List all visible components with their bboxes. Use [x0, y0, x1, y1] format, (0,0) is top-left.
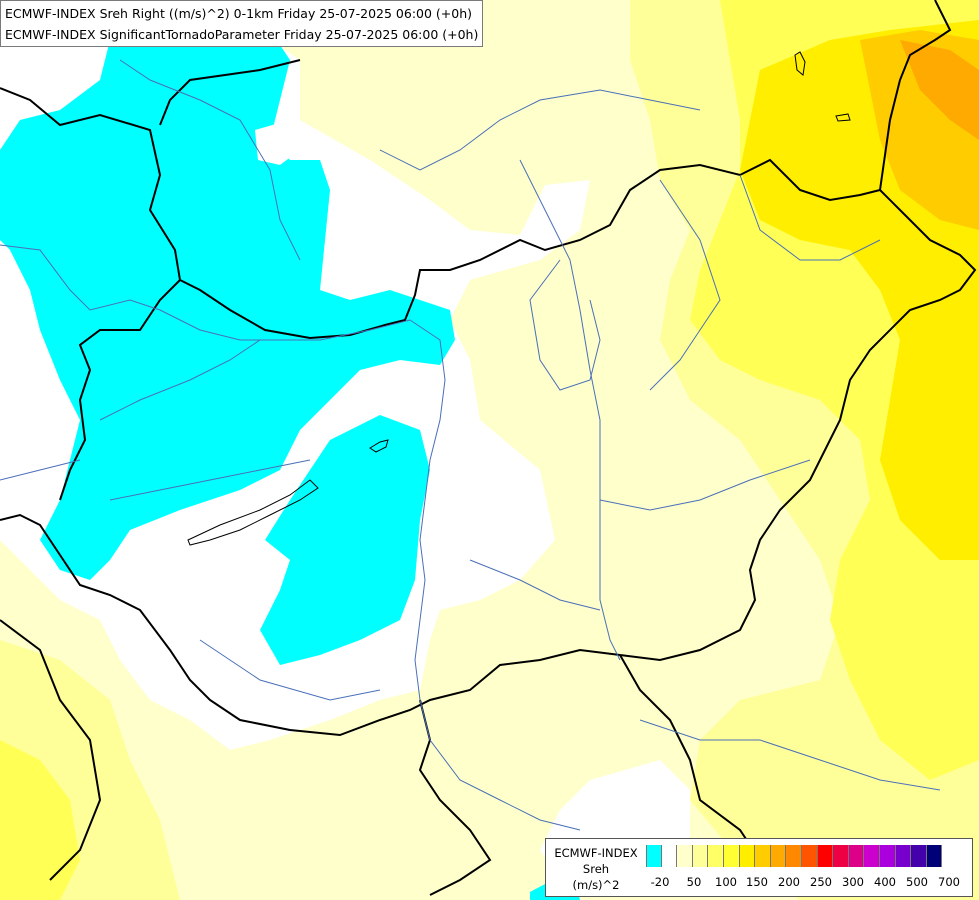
sreh-negative-region [0, 30, 455, 580]
sreh-100-region [0, 740, 80, 900]
river-line [0, 244, 581, 831]
river-line [109, 459, 311, 501]
legend-tick-label: 300 [842, 875, 864, 889]
sreh-negative-region [260, 415, 430, 665]
legend-tick-label: 50 [686, 875, 702, 889]
legend-swatch [817, 845, 834, 867]
river-line [519, 159, 621, 661]
legend-swatch [708, 845, 724, 867]
legend-swatch [848, 845, 865, 867]
border-line [59, 279, 181, 501]
legend-swatch [786, 845, 802, 867]
legend-swatch [661, 845, 678, 867]
legend-tick-labels: -20 50 100 150 200 250 300 400 500 700 [646, 875, 966, 891]
legend-tick-label: 100 [715, 875, 737, 889]
legend-tick-label: 700 [938, 875, 960, 889]
lake-small [835, 113, 851, 122]
river-line [739, 174, 881, 261]
border-line [418, 699, 492, 896]
legend-swatch [739, 845, 756, 867]
sreh-250-region [900, 40, 979, 140]
river-line [469, 559, 601, 611]
river-line [199, 639, 381, 701]
legend-swatch [692, 845, 709, 867]
border-line [159, 59, 301, 126]
river-line [0, 459, 81, 481]
legend-swatch [723, 845, 740, 867]
legend-swatch [646, 845, 662, 867]
legend-tick-label: 200 [778, 875, 800, 889]
legend-swatch [926, 845, 943, 867]
legend-tick-label: 250 [810, 875, 832, 889]
river-line [99, 339, 261, 421]
river-line [119, 59, 301, 261]
river-line [599, 459, 811, 511]
legend-swatches [646, 845, 943, 867]
legend-swatch [770, 845, 787, 867]
legend-swatch [755, 845, 771, 867]
legend-title-variable: Sreh [582, 862, 610, 876]
lake-small [794, 51, 806, 76]
legend-swatch [833, 845, 849, 867]
river-line [379, 89, 701, 171]
lake-small [369, 439, 389, 453]
border-line [0, 87, 881, 340]
river-line [529, 259, 601, 391]
lake-balaton [187, 479, 319, 546]
legend-swatch [879, 845, 896, 867]
legend-title: ECMWF-INDEX Sreh (m/s)^2 [550, 845, 642, 893]
legend-tick-label: 400 [874, 875, 896, 889]
legend-swatch [895, 845, 912, 867]
legend-swatch [801, 845, 818, 867]
border-line [879, 0, 952, 191]
rivers [0, 59, 941, 831]
river-line [639, 719, 941, 791]
legend-swatch [864, 845, 880, 867]
river-line [649, 179, 721, 391]
map-title-line-2: ECMWF-INDEX SignificantTornadoParameter … [5, 27, 479, 42]
legend-title-source: ECMWF-INDEX [554, 846, 638, 860]
legend-swatch [677, 845, 693, 867]
border-line [0, 619, 102, 881]
color-legend: ECMWF-INDEX Sreh (m/s)^2 -20 50 100 150 200 2… [545, 838, 973, 897]
sreh-zero-region [255, 120, 300, 165]
legend-title-unit: (m/s)^2 [572, 878, 620, 892]
legend-swatch [911, 845, 927, 867]
map-title-box: ECMWF-INDEX Sreh Right ((m/s)^2) 0-1km F… [0, 0, 484, 47]
legend-tick-label: 500 [906, 875, 928, 889]
legend-tick-label: 150 [746, 875, 768, 889]
legend-tick-label: -20 [650, 875, 670, 889]
map-title-line-1: ECMWF-INDEX Sreh Right ((m/s)^2) 0-1km F… [5, 6, 473, 21]
